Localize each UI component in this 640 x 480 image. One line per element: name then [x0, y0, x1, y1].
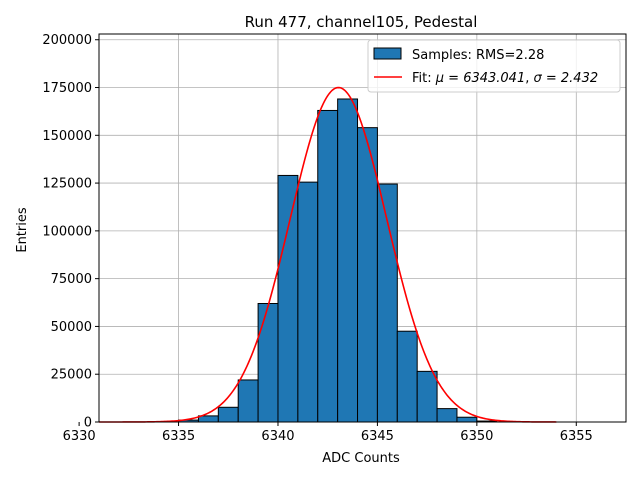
x-tick-label: 6330 [63, 429, 96, 444]
y-tick-label: 175000 [42, 81, 92, 96]
histogram-bar [257, 302, 279, 423]
histogram-bar [357, 127, 378, 423]
fit-curve [99, 86, 557, 423]
x-axis-label: ADC Counts [322, 451, 400, 466]
legend-fit-separator: , [525, 71, 533, 86]
histogram-bar [317, 109, 339, 423]
y-tick-label: 150000 [42, 129, 92, 144]
histogram-bar [277, 174, 299, 423]
legend-histogram-swatch [373, 47, 402, 60]
x-tick-label: 6335 [162, 429, 195, 444]
histogram-bar [217, 406, 239, 423]
x-tick-label: 6340 [261, 429, 294, 444]
legend-fit-mu: μ = 6343.041 [435, 71, 525, 86]
chart-title: Run 477, channel105, Pedestal [245, 13, 478, 31]
x-axis-ticks: 6330 6335 6340 6345 6350 6355 [63, 422, 593, 444]
histogram-bar [396, 330, 418, 423]
y-tick-label: 50000 [51, 320, 92, 335]
legend: Samples: RMS=2.28 Fit: μ = 6343.041, σ =… [367, 39, 621, 93]
y-axis-ticks: 0 25000 50000 75000 100000 125000 150000 175000… [42, 33, 99, 431]
histogram-bar [436, 408, 458, 423]
y-axis-label: Entries [15, 207, 30, 253]
histogram-bar [456, 416, 478, 423]
legend-fit-sigma: σ = 2.432 [534, 71, 599, 86]
y-tick-label: 75000 [51, 272, 92, 287]
histogram-bars [178, 98, 498, 423]
plot-frame [98, 33, 627, 423]
legend-box [367, 39, 621, 93]
x-tick-label: 6350 [460, 429, 493, 444]
legend-fit-label: Fit: μ = 6343.041, σ = 2.432 [412, 71, 598, 86]
y-tick-label: 25000 [51, 368, 92, 383]
y-tick-label: 100000 [42, 224, 92, 239]
histogram-bar [297, 181, 319, 423]
histogram-bar [416, 370, 438, 423]
histogram-bar [237, 379, 259, 423]
legend-histogram-label: Samples: RMS=2.28 [412, 48, 544, 63]
histogram-bar [337, 98, 359, 423]
y-tick-label: 0 [84, 416, 92, 431]
y-tick-label: 200000 [42, 33, 92, 48]
x-tick-label: 6355 [560, 429, 593, 444]
y-tick-label: 125000 [42, 177, 92, 192]
x-tick-label: 6345 [361, 429, 394, 444]
legend-fit-prefix: Fit: [412, 71, 436, 86]
